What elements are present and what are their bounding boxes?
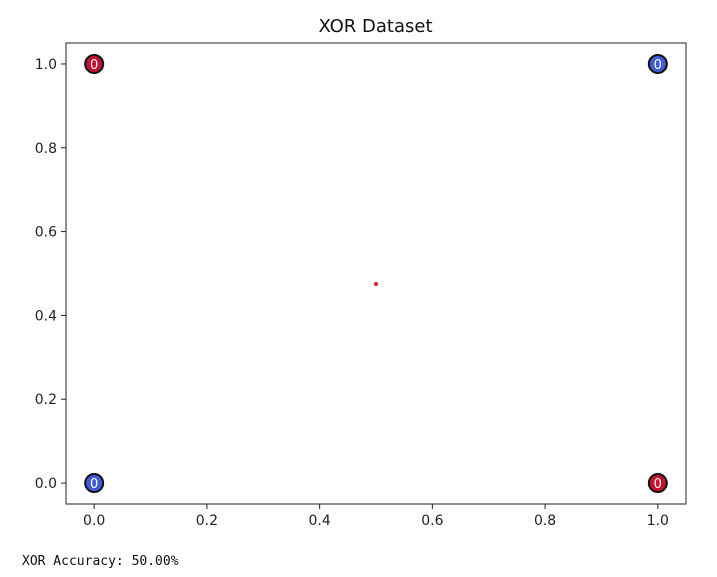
data-point-label: 0 (90, 58, 98, 73)
y-tick-label: 0.2 (35, 392, 57, 408)
x-tick-label: 0.8 (534, 513, 556, 529)
x-tick-label: 0.6 (421, 513, 443, 529)
plot-frame (65, 42, 687, 505)
data-point (647, 53, 668, 74)
x-tick-label: 0.0 (83, 513, 105, 529)
x-tick-label: 0.4 (309, 513, 331, 529)
data-point (84, 53, 105, 74)
accuracy-text: XOR Accuracy: 50.00% (22, 554, 179, 569)
y-tick-label: 0.6 (35, 225, 57, 241)
data-point-label: 0 (90, 477, 98, 492)
data-point-label: 0 (654, 477, 662, 492)
data-point (84, 473, 105, 494)
center-marker (374, 281, 378, 286)
xor-scatter-chart: XOR Dataset 0.0 0.2 0.4 0.6 0.8 1.00.00.20.40… (0, 0, 717, 545)
y-tick-label: 1.0 (35, 57, 57, 73)
points-layer: 0 0 0 0 (84, 53, 668, 494)
data-point (647, 473, 668, 494)
y-tick-label: 0.4 (35, 308, 57, 324)
y-tick-label: 0.0 (35, 476, 57, 492)
data-point-label: 0 (654, 58, 662, 73)
y-tick-label: 0.8 (35, 141, 57, 157)
chart-background (0, 0, 717, 545)
chart-title: XOR Dataset (318, 16, 432, 37)
x-tick-label: 0.2 (196, 513, 218, 529)
x-tick-label: 1.0 (647, 513, 669, 529)
axes-layer: 0.0 0.2 0.4 0.6 0.8 1.0 0.0 0.2 0.4 0.6 0.8 1.0 (35, 42, 687, 529)
